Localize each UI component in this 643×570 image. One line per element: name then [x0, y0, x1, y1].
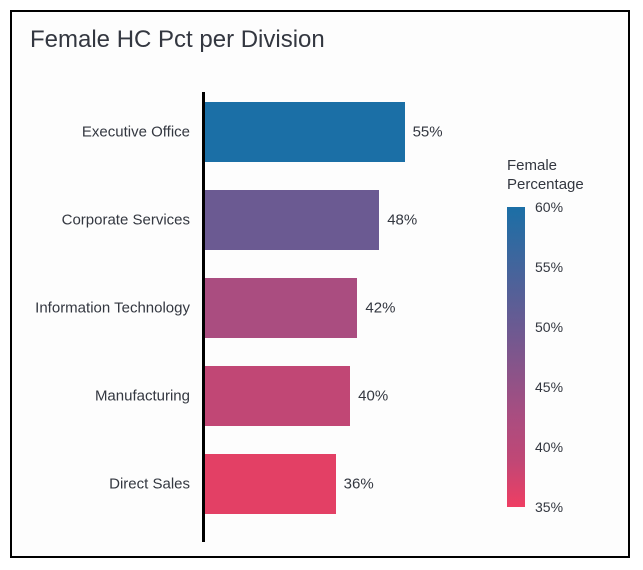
bar: 40%: [205, 366, 350, 426]
value-label: 42%: [365, 300, 395, 317]
value-label: 36%: [344, 476, 374, 493]
color-legend: FemalePercentage60%55%50%45%40%35%: [507, 157, 584, 507]
category-label: Manufacturing: [95, 388, 190, 405]
bar-row: Executive Office 55%: [12, 102, 632, 162]
legend-tick: 50%: [535, 319, 563, 335]
bar: 48%: [205, 190, 379, 250]
value-label: 48%: [387, 212, 417, 229]
value-label: 40%: [358, 388, 388, 405]
legend-tick: 40%: [535, 439, 563, 455]
legend-body: 60%55%50%45%40%35%: [507, 207, 584, 507]
legend-title: FemalePercentage: [507, 157, 584, 195]
category-label: Corporate Services: [62, 212, 190, 229]
bar: 55%: [205, 102, 405, 162]
category-label: Information Technology: [35, 300, 190, 317]
chart-card: Female HC Pct per Division Executive Off…: [10, 10, 630, 558]
legend-tick: 60%: [535, 199, 563, 215]
legend-tick: 45%: [535, 379, 563, 395]
bar: 42%: [205, 278, 357, 338]
category-label: Direct Sales: [109, 476, 190, 493]
chart-plot: Executive Office 55% Corporate Services 48%…: [12, 72, 632, 552]
legend-tick: 35%: [535, 499, 563, 515]
value-label: 55%: [413, 124, 443, 141]
category-label: Executive Office: [82, 124, 190, 141]
legend-gradient: [507, 207, 525, 507]
chart-title: Female HC Pct per Division: [12, 12, 628, 60]
bar: 36%: [205, 454, 336, 514]
legend-tick: 55%: [535, 259, 563, 275]
legend-ticks: 60%55%50%45%40%35%: [525, 207, 575, 507]
